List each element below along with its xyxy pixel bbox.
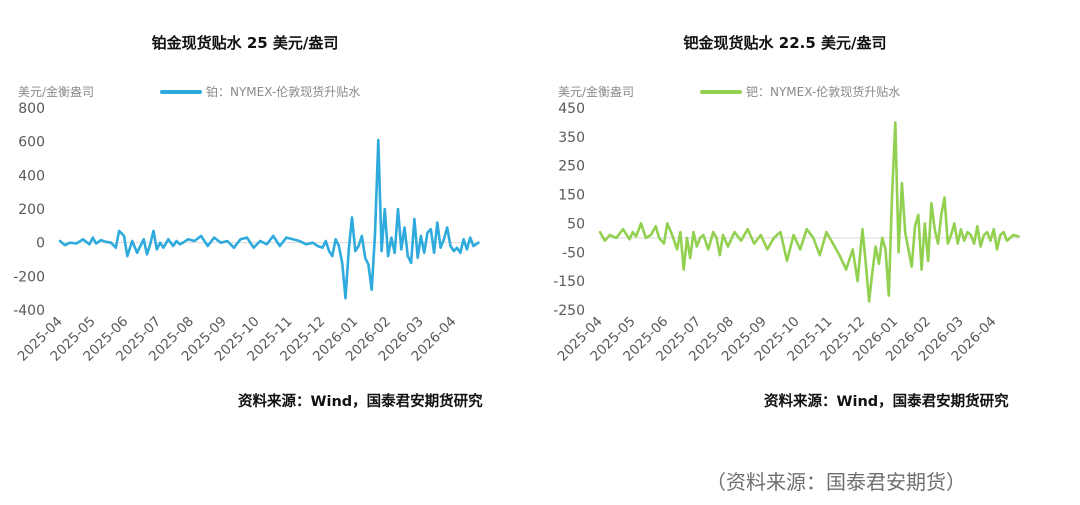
legend: 铂：NYMEX-伦敦现货升贴水: [160, 83, 360, 100]
legend-label: 铂：NYMEX-伦敦现货升贴水: [206, 85, 361, 99]
y-tick-label: 250: [558, 159, 585, 175]
platinum-chart-panel: 铂金现货贴水 25 美元/盎司 美元/金衡盎司 铂：NYMEX-伦敦现货升贴水 …: [0, 0, 540, 420]
legend-swatch: [160, 89, 202, 94]
platinum-line-chart: 8006004002000-200-4002025-042025-052025-…: [13, 101, 480, 365]
legend: 钯：NYMEX-伦敦现货升贴水: [700, 83, 900, 100]
y-tick-label: 600: [18, 135, 45, 151]
chart-title: 钯金现货贴水 22.5 美元/盎司: [683, 34, 887, 52]
y-tick-label: -400: [13, 303, 45, 319]
y-tick-label: -150: [553, 274, 585, 290]
palladium-line-chart: 45035025015050-50-150-2502025-042025-052…: [553, 101, 1020, 365]
y-tick-label: -50: [562, 245, 585, 261]
y-tick-label: 200: [18, 202, 45, 218]
palladium-chart-panel: 钯金现货贴水 22.5 美元/盎司 美元/金衡盎司 钯：NYMEX-伦敦现货升贴…: [540, 0, 1080, 420]
series-line: [598, 121, 1020, 303]
y-tick-label: 0: [36, 236, 45, 252]
y-tick-label: 50: [567, 216, 585, 232]
bottom-source-note: （资料来源：国泰君安期货）: [706, 470, 966, 494]
y-tick-label: 450: [558, 101, 585, 117]
y-tick-label: -200: [13, 269, 45, 285]
y-tick-label: 150: [558, 188, 585, 204]
y-axis-unit-label: 美元/金衡盎司: [558, 85, 635, 99]
source-note: 资料来源：Wind，国泰君安期货研究: [238, 394, 483, 410]
series-line: [58, 138, 480, 300]
legend-swatch: [700, 89, 742, 94]
y-tick-label: 800: [18, 101, 45, 117]
y-axis-unit-label: 美元/金衡盎司: [18, 85, 95, 99]
source-note: 资料来源：Wind，国泰君安期货研究: [764, 394, 1009, 410]
legend-label: 钯：NYMEX-伦敦现货升贴水: [746, 85, 901, 99]
y-tick-label: -250: [553, 303, 585, 319]
chart-title: 铂金现货贴水 25 美元/盎司: [151, 34, 339, 52]
y-tick-label: 400: [18, 168, 45, 184]
y-tick-label: 350: [558, 130, 585, 146]
